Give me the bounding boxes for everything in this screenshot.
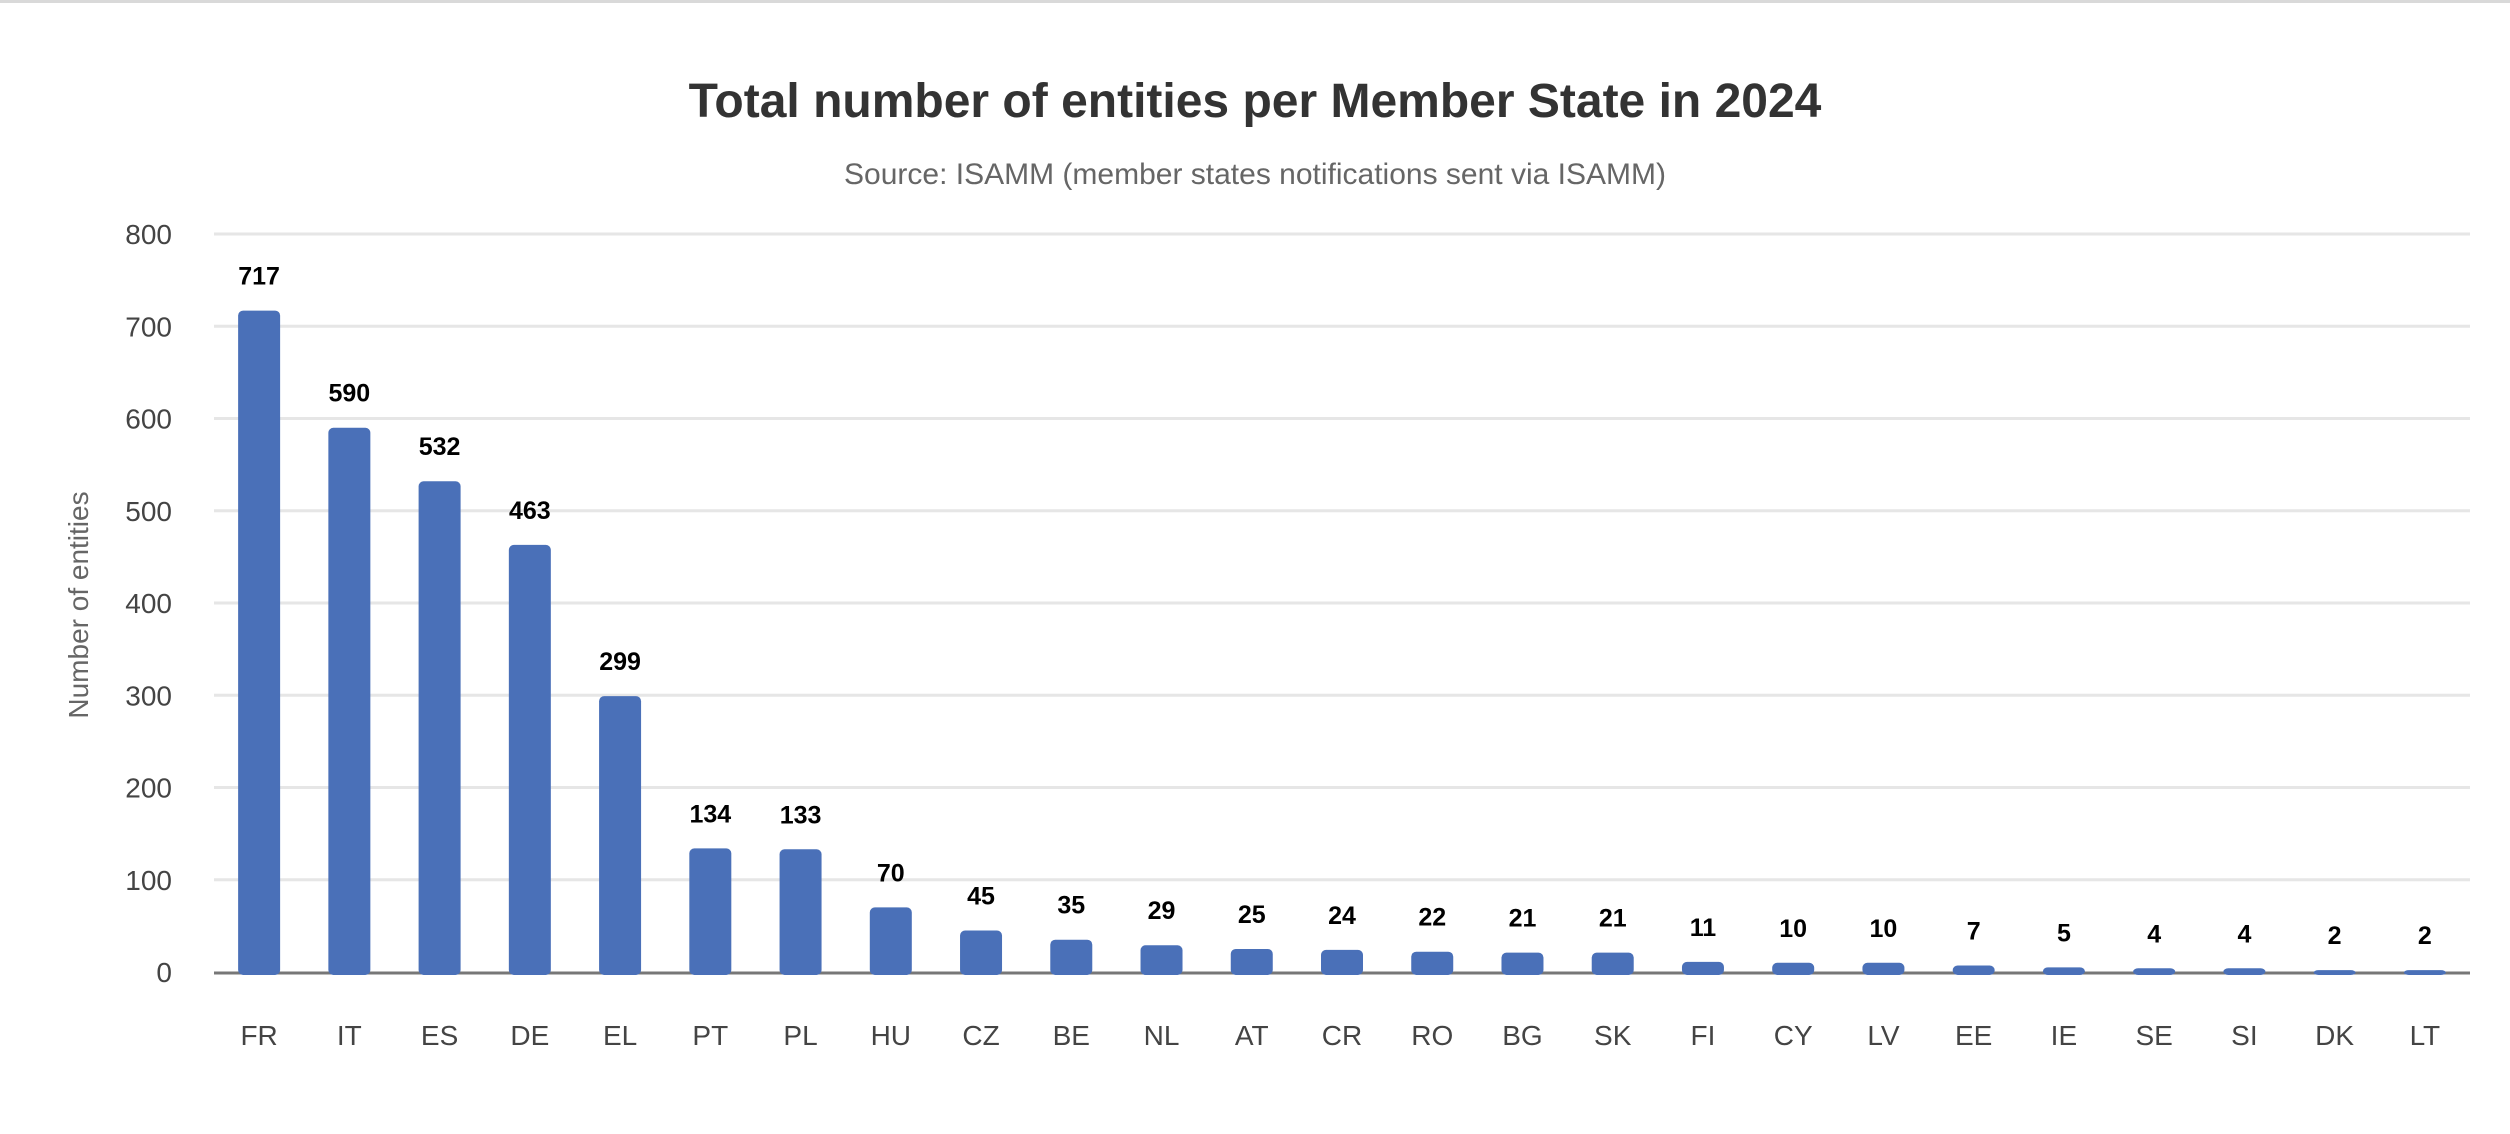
x-tick-label: LT bbox=[2410, 1020, 2441, 1051]
x-tick-label: HU bbox=[871, 1020, 911, 1051]
data-label: 2 bbox=[2328, 922, 2342, 950]
y-tick-label: 400 bbox=[125, 588, 172, 619]
bar-cy bbox=[1772, 962, 1815, 975]
bar-bg bbox=[1501, 952, 1544, 975]
bars bbox=[238, 310, 2446, 976]
y-tick-label: 300 bbox=[125, 680, 172, 711]
x-tick-label: CZ bbox=[962, 1020, 999, 1051]
data-label: 21 bbox=[1509, 905, 1537, 933]
bar-de bbox=[508, 544, 551, 975]
bar-lt bbox=[2403, 970, 2446, 975]
bar-se bbox=[2133, 968, 2176, 975]
bar-fi bbox=[1681, 961, 1724, 975]
bar-sk bbox=[1591, 952, 1634, 975]
data-label: 5 bbox=[2057, 919, 2071, 947]
data-label: 35 bbox=[1057, 892, 1085, 920]
bar-dk bbox=[2313, 970, 2356, 975]
bar-pt bbox=[689, 848, 732, 975]
x-tick-label: PT bbox=[692, 1020, 728, 1051]
x-tick-label: IE bbox=[2051, 1020, 2077, 1051]
bar-pl bbox=[779, 849, 822, 975]
data-label: 717 bbox=[238, 263, 280, 291]
bar-be bbox=[1050, 939, 1093, 975]
bar-cz bbox=[960, 930, 1003, 975]
data-label: 2 bbox=[2418, 922, 2432, 950]
y-axis-ticks: 0 100 200 300 400 500 600 700 800 bbox=[125, 219, 172, 988]
x-tick-label: DE bbox=[510, 1020, 549, 1051]
x-tick-label: LV bbox=[1867, 1020, 1899, 1051]
x-tick-label: AT bbox=[1235, 1020, 1269, 1051]
y-axis-label: Number of entities bbox=[63, 491, 94, 718]
bar-fr bbox=[238, 310, 281, 975]
data-label: 133 bbox=[780, 801, 822, 829]
y-tick-label: 0 bbox=[156, 957, 172, 988]
data-label: 463 bbox=[509, 497, 551, 525]
data-label: 7 bbox=[1967, 918, 1981, 946]
x-tick-label: RO bbox=[1411, 1020, 1453, 1051]
x-tick-label: CR bbox=[1322, 1020, 1362, 1051]
data-label: 299 bbox=[599, 648, 641, 676]
data-label: 134 bbox=[689, 800, 731, 828]
data-label: 4 bbox=[2237, 920, 2251, 948]
bar-es bbox=[418, 481, 461, 975]
y-tick-label: 800 bbox=[125, 219, 172, 250]
data-label: 70 bbox=[877, 859, 905, 887]
y-tick-label: 700 bbox=[125, 311, 172, 342]
data-label: 25 bbox=[1238, 901, 1266, 929]
data-label: 29 bbox=[1148, 897, 1176, 925]
data-label: 10 bbox=[1870, 915, 1898, 943]
data-label: 532 bbox=[419, 433, 461, 461]
data-label: 10 bbox=[1779, 915, 1807, 943]
x-tick-label: PL bbox=[783, 1020, 817, 1051]
x-tick-label: FR bbox=[240, 1020, 277, 1051]
bar-ro bbox=[1411, 951, 1454, 975]
x-tick-label: IT bbox=[337, 1020, 362, 1051]
bar-nl bbox=[1140, 945, 1183, 975]
y-tick-label: 600 bbox=[125, 404, 172, 435]
gridlines bbox=[214, 232, 2470, 975]
x-tick-label: SI bbox=[2231, 1020, 2257, 1051]
top-border bbox=[0, 0, 2510, 3]
data-label: 4 bbox=[2147, 920, 2161, 948]
bar-si bbox=[2223, 968, 2266, 975]
y-tick-label: 200 bbox=[125, 773, 172, 804]
x-tick-label: SK bbox=[1594, 1020, 1632, 1051]
y-tick-label: 500 bbox=[125, 496, 172, 527]
data-label: 11 bbox=[1690, 914, 1717, 942]
bar-ee bbox=[1952, 965, 1995, 975]
data-label: 590 bbox=[329, 380, 371, 408]
x-tick-label: BG bbox=[1502, 1020, 1542, 1051]
x-tick-label: ES bbox=[421, 1020, 458, 1051]
chart-title: Total number of entities per Member Stat… bbox=[688, 75, 1822, 128]
data-label: 45 bbox=[967, 882, 995, 910]
data-label: 22 bbox=[1418, 904, 1446, 932]
data-label: 24 bbox=[1328, 902, 1356, 930]
bar-el bbox=[599, 696, 642, 975]
bar-lv bbox=[1862, 962, 1905, 975]
x-axis-ticks: FR IT ES DE EL PT PL HU CZ BE NL AT CR RO BG SK FI CY LV EE… bbox=[240, 1020, 2440, 1051]
y-tick-label: 100 bbox=[125, 865, 172, 896]
bar-ie bbox=[2042, 967, 2085, 975]
x-tick-label: SE bbox=[2135, 1020, 2172, 1051]
bar-cr bbox=[1321, 949, 1363, 975]
x-tick-label: CY bbox=[1774, 1020, 1813, 1051]
data-label: 21 bbox=[1599, 905, 1627, 933]
bar-it bbox=[328, 427, 371, 976]
x-tick-label: EE bbox=[1955, 1020, 1992, 1051]
bar-hu bbox=[869, 907, 912, 975]
chart-subtitle: Source: ISAMM (member states notificatio… bbox=[844, 158, 1666, 191]
x-tick-label: DK bbox=[2315, 1020, 2354, 1051]
x-tick-label: BE bbox=[1053, 1020, 1090, 1051]
x-tick-label: NL bbox=[1144, 1020, 1180, 1051]
x-tick-label: FI bbox=[1691, 1020, 1716, 1051]
x-tick-label: EL bbox=[603, 1020, 637, 1051]
bar-at bbox=[1230, 948, 1273, 975]
